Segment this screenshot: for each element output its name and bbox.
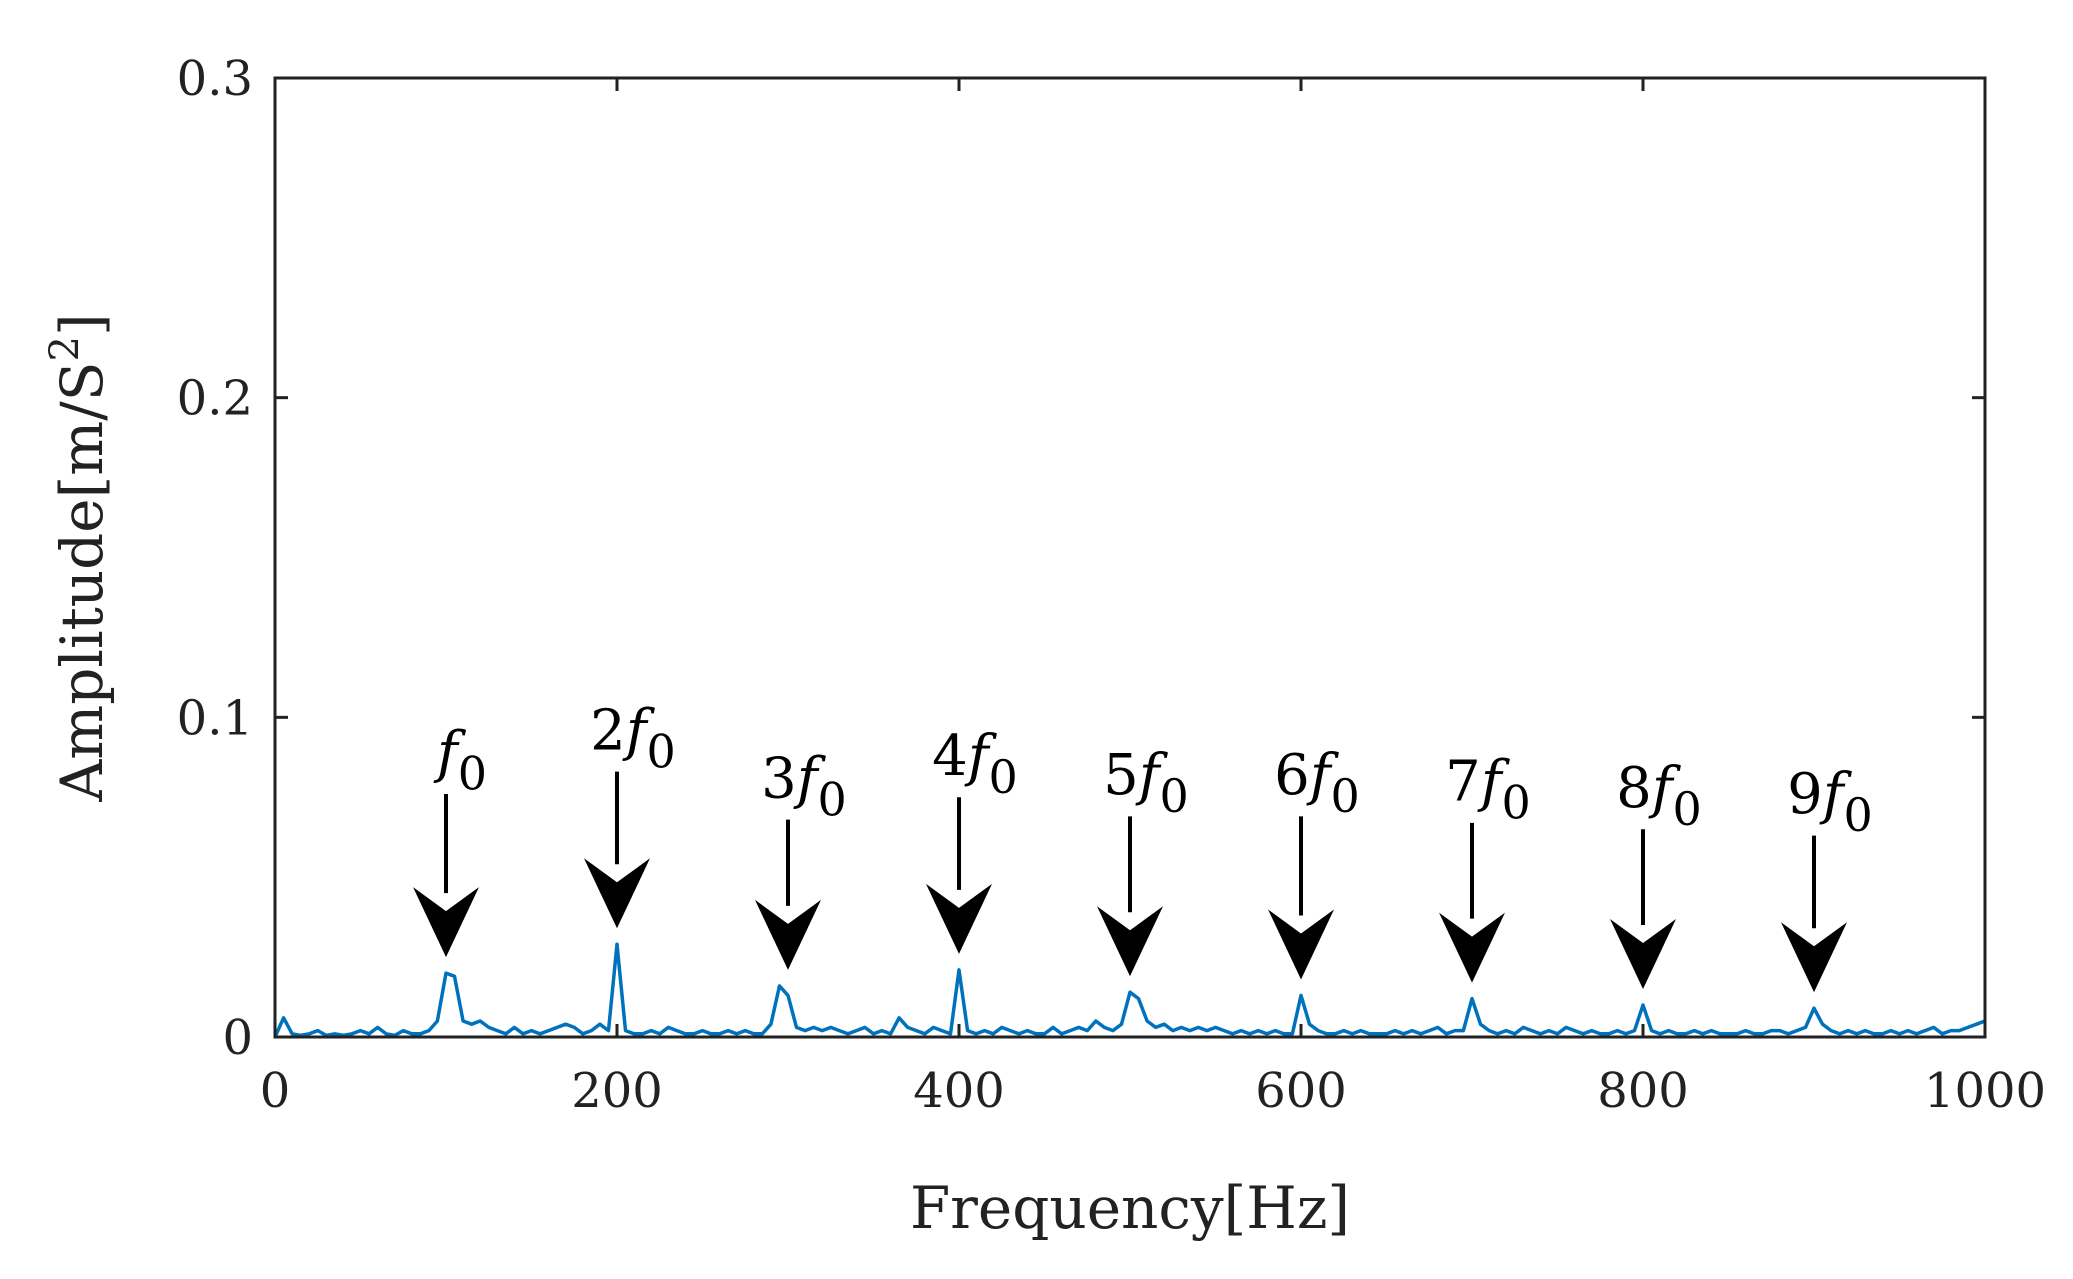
plot-layer bbox=[273, 942, 1986, 1038]
harmonic-label: 6f0 bbox=[1274, 743, 1360, 823]
harmonic-label-multiplier: 7 bbox=[1445, 749, 1481, 814]
annotation-layer: f0 2f0 3f0 4f0 5f0 6f0 7f0 8f0 9f0 bbox=[413, 698, 1873, 993]
harmonic-label-multiplier: 5 bbox=[1103, 743, 1139, 808]
y-tick-label: 0.2 bbox=[177, 371, 253, 427]
series-line-spectrum bbox=[273, 942, 1986, 1038]
harmonic-label-subscript: 0 bbox=[1502, 775, 1531, 829]
harmonic-label-subscript: 0 bbox=[1331, 769, 1360, 823]
harmonic-label-multiplier: 4 bbox=[932, 724, 968, 789]
harmonic-label-subscript: 0 bbox=[1160, 769, 1189, 823]
harmonic-label-multiplier: 8 bbox=[1616, 756, 1652, 821]
harmonic-label-subscript: 0 bbox=[1844, 788, 1873, 842]
y-axis-title-close: ] bbox=[48, 313, 116, 336]
y-axis-title: Amplitude[m/S2] bbox=[42, 313, 116, 802]
harmonic-label-subscript: 0 bbox=[458, 747, 487, 801]
harmonic-label: 8f0 bbox=[1616, 756, 1702, 836]
y-tick-label: 0.1 bbox=[177, 690, 253, 746]
y-axis-title-sup: 2 bbox=[42, 336, 88, 361]
harmonic-arrow-head bbox=[584, 858, 650, 929]
harmonic-label-subscript: 0 bbox=[1673, 782, 1702, 836]
x-tick-label: 1000 bbox=[1924, 1063, 2046, 1119]
harmonic-label-subscript: 0 bbox=[818, 772, 847, 826]
harmonic-label: 9f0 bbox=[1787, 762, 1873, 842]
harmonic-label-subscript: 0 bbox=[647, 724, 676, 778]
x-tick-label: 200 bbox=[571, 1063, 663, 1119]
axes-box bbox=[273, 76, 1987, 1039]
harmonic-label-subscript: 0 bbox=[989, 750, 1018, 804]
harmonic-arrow-head bbox=[1439, 912, 1505, 983]
harmonic-arrow-head bbox=[926, 883, 992, 954]
harmonic-label: 3f0 bbox=[761, 746, 847, 826]
harmonic-label: 5f0 bbox=[1103, 743, 1189, 823]
x-tick-label: 600 bbox=[1255, 1063, 1347, 1119]
harmonic-arrow-head bbox=[1781, 922, 1847, 993]
harmonic-label: 7f0 bbox=[1445, 749, 1531, 829]
x-tick-label: 800 bbox=[1597, 1063, 1689, 1119]
harmonic-label-multiplier: 6 bbox=[1274, 743, 1310, 808]
y-axis-title-base: Amplitude[m/S bbox=[48, 361, 116, 802]
harmonic-arrow-head bbox=[1268, 909, 1334, 980]
harmonic-label-multiplier: 2 bbox=[590, 698, 626, 763]
harmonic-arrow-head bbox=[755, 899, 821, 970]
harmonic-label-multiplier: 9 bbox=[1787, 762, 1823, 827]
harmonic-arrow-head bbox=[413, 887, 479, 958]
y-tick-label: 0 bbox=[222, 1010, 253, 1066]
harmonic-arrow-head bbox=[1610, 919, 1676, 990]
x-tick-label: 0 bbox=[260, 1063, 291, 1119]
harmonic-label: 2f0 bbox=[590, 698, 676, 778]
x-tick-label: 400 bbox=[913, 1063, 1005, 1119]
harmonic-arrow-head bbox=[1097, 906, 1163, 977]
harmonic-label-multiplier: 3 bbox=[761, 746, 797, 811]
y-tick-label: 0.3 bbox=[177, 51, 253, 107]
x-axis-title: Frequency[Hz] bbox=[910, 1174, 1350, 1242]
harmonic-label: f0 bbox=[433, 721, 487, 801]
harmonic-label: 4f0 bbox=[932, 724, 1018, 804]
